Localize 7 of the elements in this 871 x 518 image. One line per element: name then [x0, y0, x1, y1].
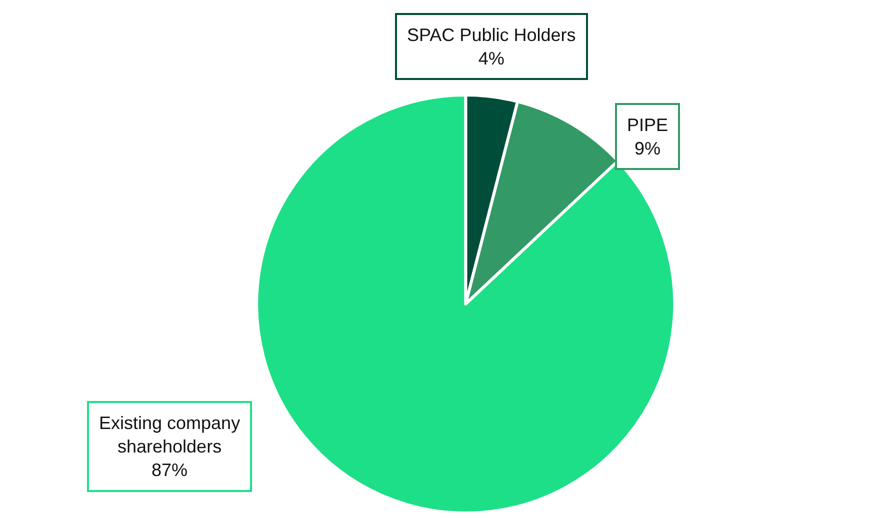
slice-label: PIPE	[627, 115, 668, 135]
data-label: 9%	[634, 138, 661, 158]
slice-label: Existing company shareholders	[99, 413, 240, 456]
data-label: 4%	[478, 48, 504, 68]
data-label: 87%	[152, 460, 188, 480]
slice-label: SPAC Public Holders	[407, 25, 576, 45]
pie-slice	[255, 94, 676, 514]
